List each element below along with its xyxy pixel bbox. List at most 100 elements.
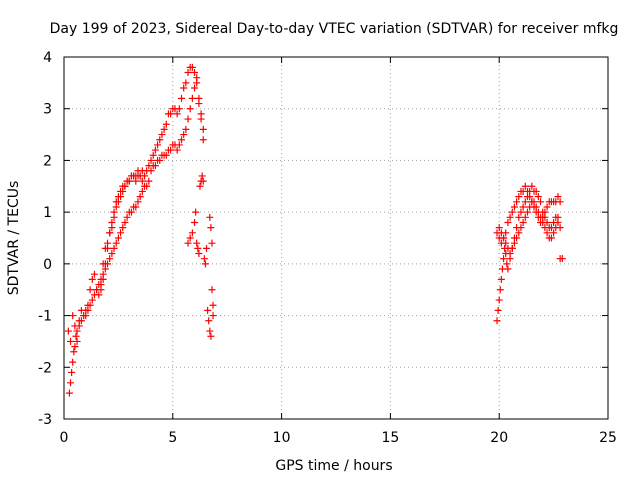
y-tick-label: -3 — [38, 412, 52, 428]
data-point — [110, 208, 118, 216]
data-point — [182, 79, 190, 87]
data-point — [537, 198, 545, 206]
data-point — [519, 203, 527, 211]
data-point — [526, 203, 534, 211]
data-point — [75, 322, 83, 330]
data-point — [493, 317, 501, 325]
data-point — [209, 301, 217, 309]
data-point — [173, 146, 181, 154]
data-point — [141, 172, 149, 180]
data-point — [208, 239, 216, 247]
data-point — [162, 151, 170, 159]
data-point — [151, 162, 159, 170]
data-point — [532, 203, 540, 211]
data-point — [167, 146, 175, 154]
data-point — [188, 94, 196, 102]
data-point — [95, 281, 103, 289]
data-point — [552, 224, 560, 232]
data-point — [207, 224, 215, 232]
data-point — [191, 69, 199, 77]
data-point — [69, 358, 77, 366]
data-point — [521, 198, 529, 206]
data-point — [186, 234, 194, 242]
y-tick-label: 1 — [43, 205, 52, 221]
data-point — [114, 234, 122, 242]
data-points — [64, 63, 566, 397]
data-point — [558, 255, 566, 263]
data-point — [547, 234, 555, 242]
data-point — [515, 213, 523, 221]
data-point — [521, 182, 529, 190]
data-point — [192, 208, 200, 216]
data-point — [504, 218, 512, 226]
data-point — [495, 296, 503, 304]
data-point — [104, 244, 112, 252]
data-point — [90, 291, 98, 299]
data-point — [117, 187, 125, 195]
data-point — [204, 306, 212, 314]
data-point — [186, 105, 194, 113]
data-point — [510, 239, 518, 247]
data-point — [73, 327, 81, 335]
data-point — [184, 69, 192, 77]
data-point — [151, 146, 159, 154]
data-point — [88, 296, 96, 304]
data-point — [515, 193, 523, 201]
data-point — [182, 125, 190, 133]
data-point — [77, 317, 85, 325]
data-point — [508, 244, 516, 252]
data-point — [198, 172, 206, 180]
data-point — [541, 208, 549, 216]
data-point — [108, 218, 116, 226]
grid-lines — [64, 57, 608, 419]
data-point — [206, 213, 214, 221]
data-point — [147, 156, 155, 164]
data-point — [180, 131, 188, 139]
data-point — [193, 79, 201, 87]
data-point — [528, 182, 536, 190]
data-point — [517, 224, 525, 232]
data-point — [194, 244, 202, 252]
data-point — [203, 244, 211, 252]
data-point — [106, 255, 114, 263]
data-point — [112, 198, 120, 206]
data-point — [67, 379, 75, 387]
data-point — [191, 84, 199, 92]
data-point — [539, 218, 547, 226]
y-axis-label: SDTVAR / TECUs — [6, 181, 22, 296]
y-tick-label: 3 — [43, 102, 52, 118]
data-point — [534, 208, 542, 216]
data-point — [162, 120, 170, 128]
data-point — [160, 125, 168, 133]
data-point — [106, 229, 114, 237]
x-tick-label: 20 — [490, 430, 508, 446]
data-point — [132, 177, 140, 185]
data-point — [496, 286, 504, 294]
data-point — [500, 255, 508, 263]
data-point — [199, 125, 207, 133]
data-point — [67, 337, 75, 345]
data-point — [90, 270, 98, 278]
data-point — [554, 218, 562, 226]
y-tick-label: 4 — [43, 50, 52, 66]
data-point — [123, 213, 131, 221]
data-point — [197, 115, 205, 123]
data-point — [88, 275, 96, 283]
data-point — [143, 182, 151, 190]
data-point — [513, 198, 521, 206]
data-point — [65, 389, 73, 397]
data-point — [178, 94, 186, 102]
data-point — [184, 239, 192, 247]
x-tick-label: 10 — [273, 430, 291, 446]
data-point — [207, 332, 215, 340]
y-tick-label: 2 — [43, 153, 52, 169]
data-point — [506, 250, 514, 258]
data-point — [523, 208, 531, 216]
data-point — [86, 301, 94, 309]
data-point — [112, 239, 120, 247]
data-point — [82, 312, 90, 320]
data-point — [199, 136, 207, 144]
data-point — [534, 193, 542, 201]
data-point — [556, 198, 564, 206]
data-point — [208, 286, 216, 294]
